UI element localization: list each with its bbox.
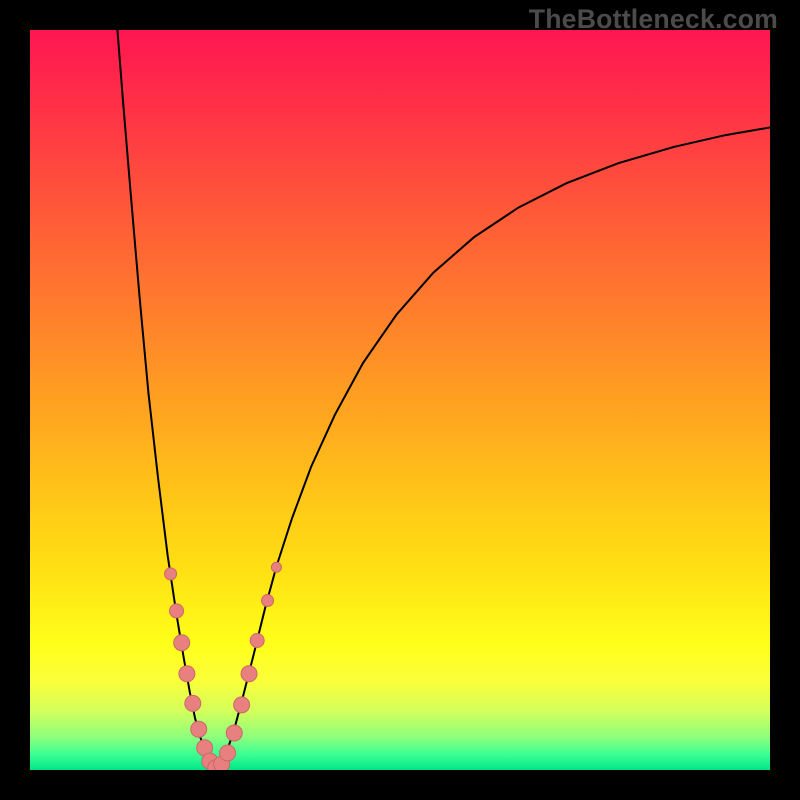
data-marker — [174, 635, 190, 651]
data-marker — [241, 666, 257, 682]
data-marker — [262, 595, 274, 607]
data-marker — [226, 725, 242, 741]
chart-svg — [30, 30, 770, 770]
data-marker — [234, 697, 250, 713]
data-marker — [191, 721, 207, 737]
data-marker — [165, 568, 177, 580]
data-marker — [185, 695, 201, 711]
outer-frame: TheBottleneck.com — [0, 0, 800, 800]
plot-area — [30, 30, 770, 770]
data-marker — [179, 666, 195, 682]
gradient-background — [30, 30, 770, 770]
data-marker — [220, 745, 236, 761]
data-marker — [250, 634, 264, 648]
data-marker — [271, 562, 281, 572]
data-marker — [170, 604, 184, 618]
